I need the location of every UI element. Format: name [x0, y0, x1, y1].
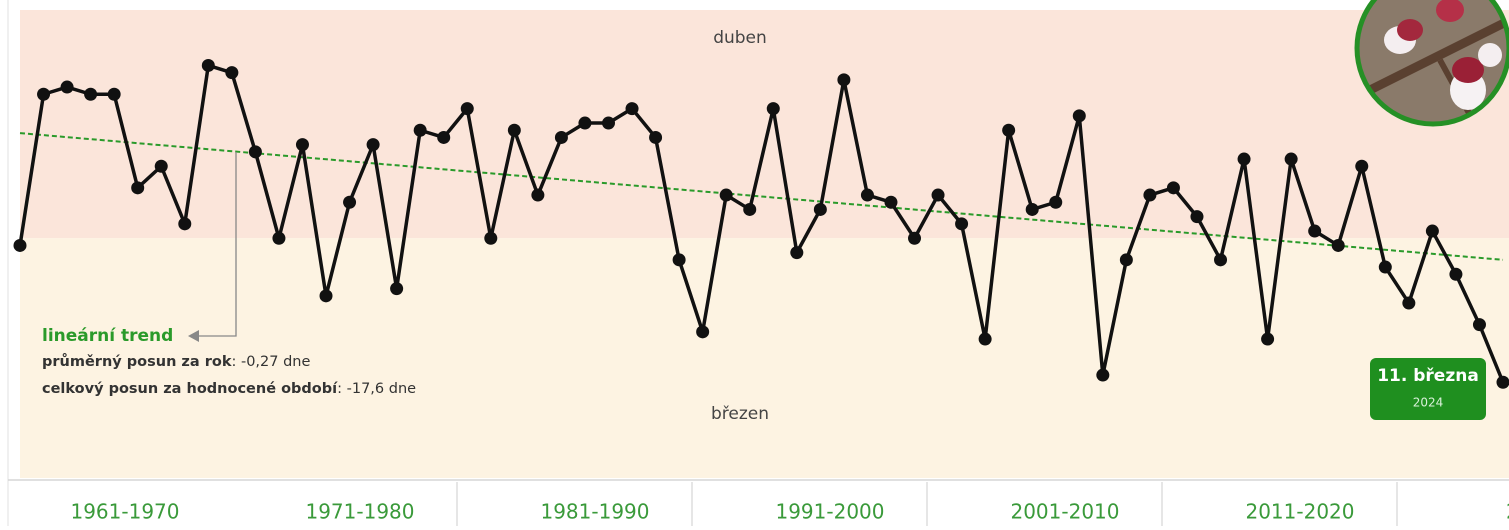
band-label: duben — [713, 28, 767, 48]
data-point — [696, 325, 709, 338]
data-point — [414, 124, 427, 137]
data-point — [743, 203, 756, 216]
data-point — [1073, 109, 1086, 122]
data-point — [1285, 153, 1298, 166]
trend-label: lineární trend — [42, 326, 173, 346]
data-point — [1426, 225, 1439, 238]
x-axis: 1961-1970 1971-1980 1981-1990 1991-2000 2001… — [70, 482, 1509, 526]
data-point — [320, 289, 333, 302]
data-point — [108, 88, 121, 101]
data-point — [1308, 225, 1321, 238]
data-point — [837, 73, 850, 86]
data-point — [1449, 268, 1462, 281]
data-point — [649, 131, 662, 144]
data-point — [720, 189, 733, 202]
data-point — [296, 138, 309, 151]
data-point — [1096, 369, 1109, 382]
trend-stat: celkový posun za hodnocené období: -17,6… — [42, 381, 416, 397]
data-point — [225, 66, 238, 79]
callout-label: 11. března — [1377, 366, 1479, 386]
data-point — [1497, 376, 1509, 389]
data-point — [1355, 160, 1368, 173]
decade-label: 2011-2020 — [1245, 500, 1354, 524]
data-point — [1026, 203, 1039, 216]
data-point — [1402, 297, 1415, 310]
data-point — [1238, 153, 1251, 166]
data-point — [1002, 124, 1015, 137]
data-point — [178, 217, 191, 230]
data-point — [861, 189, 874, 202]
data-point — [767, 102, 780, 115]
data-point — [390, 282, 403, 295]
callout-year: 2024 — [1413, 396, 1444, 410]
data-point — [673, 253, 686, 266]
data-point — [932, 189, 945, 202]
data-point — [1143, 189, 1156, 202]
stat-text: : -17,6 dne — [337, 381, 416, 397]
bands: duben březen — [20, 10, 1509, 478]
data-point — [602, 117, 615, 130]
data-point — [1332, 239, 1345, 252]
data-point — [1190, 210, 1203, 223]
data-point — [131, 181, 144, 194]
data-point — [437, 131, 450, 144]
callout: 11. března 2024 — [1370, 358, 1486, 420]
data-point — [955, 217, 968, 230]
trend-stat: průměrný posun za rok: -0,27 dne — [42, 353, 310, 370]
stat-label: průměrný posun za rok — [42, 353, 232, 370]
data-point — [555, 131, 568, 144]
data-point — [249, 145, 262, 158]
band-label: březen — [711, 404, 769, 424]
data-point — [790, 246, 803, 259]
data-point — [61, 81, 74, 94]
data-point — [626, 102, 639, 115]
data-point — [343, 196, 356, 209]
data-point — [1379, 261, 1392, 274]
data-point — [814, 203, 827, 216]
data-point — [1120, 253, 1133, 266]
data-point — [979, 333, 992, 346]
data-point — [1261, 333, 1274, 346]
data-point — [37, 88, 50, 101]
data-point — [461, 102, 474, 115]
data-point — [367, 138, 380, 151]
data-point — [531, 189, 544, 202]
decade-label: 1991-2000 — [775, 500, 884, 524]
data-point — [578, 117, 591, 130]
data-point — [884, 196, 897, 209]
data-point — [202, 59, 215, 72]
stat-text: : -0,27 dne — [231, 354, 310, 370]
decade-label: 1981-1990 — [540, 500, 649, 524]
data-point — [155, 160, 168, 173]
data-point — [508, 124, 521, 137]
data-point — [1049, 196, 1062, 209]
data-point — [1214, 253, 1227, 266]
data-point — [1473, 318, 1486, 331]
decade-label: 1971-1980 — [305, 500, 414, 524]
decade-label: 2001-2010 — [1010, 500, 1119, 524]
stat-label: celkový posun za hodnocené období — [42, 381, 338, 397]
data-point — [1167, 181, 1180, 194]
data-point — [272, 232, 285, 245]
decade-label: 1961-1970 — [70, 500, 179, 524]
data-point — [484, 232, 497, 245]
data-point — [908, 232, 921, 245]
chart: duben březen lineární trend průměrný posu… — [0, 0, 1509, 526]
data-point — [84, 88, 97, 101]
data-point — [14, 239, 27, 252]
